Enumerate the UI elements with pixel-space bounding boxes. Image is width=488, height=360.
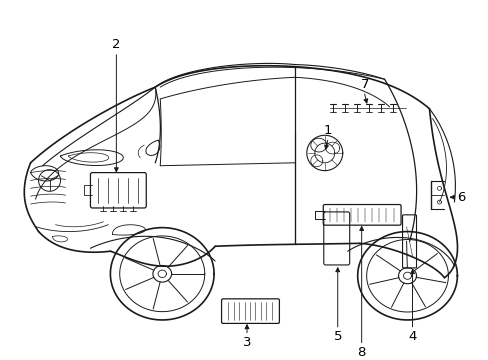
Text: 1: 1 bbox=[323, 124, 331, 137]
Text: 8: 8 bbox=[357, 346, 365, 359]
Text: 4: 4 bbox=[407, 330, 416, 343]
Text: 2: 2 bbox=[112, 39, 121, 51]
Text: 6: 6 bbox=[456, 191, 465, 204]
Text: 3: 3 bbox=[242, 336, 251, 349]
Text: 5: 5 bbox=[333, 330, 341, 343]
Text: 7: 7 bbox=[360, 78, 368, 91]
